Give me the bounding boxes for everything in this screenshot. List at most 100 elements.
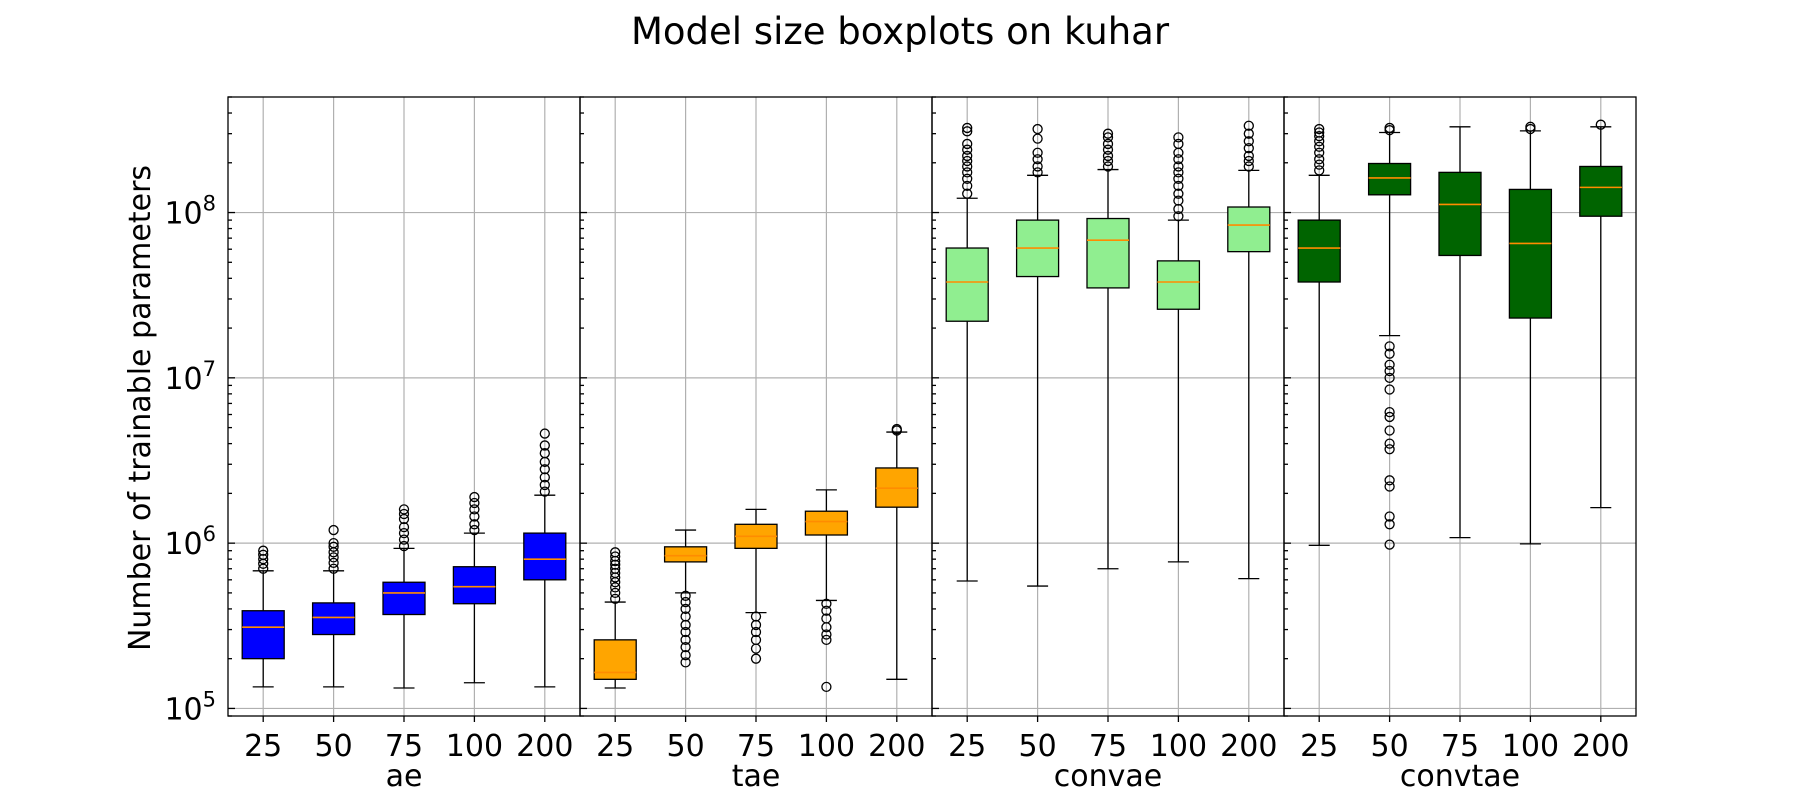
box-ae-50	[311, 524, 356, 688]
box-tae-100	[804, 489, 849, 693]
panel-label: convtae	[1400, 759, 1520, 794]
x-tick-label: 200	[516, 729, 573, 764]
x-tick-label: 50	[315, 729, 353, 764]
outlier-point	[610, 559, 621, 570]
outlier-point	[469, 504, 480, 515]
outlier-point	[962, 161, 973, 172]
y-tick-label: 105	[164, 687, 216, 727]
outlier-point	[1314, 154, 1325, 165]
box-body	[523, 532, 567, 581]
box-convae-100	[1156, 132, 1201, 563]
outlier-point	[821, 629, 832, 640]
outlier-point	[962, 126, 973, 137]
x-tick-label: 100	[1502, 729, 1559, 764]
outlier-point	[1173, 180, 1184, 192]
outlier-point	[1173, 195, 1184, 206]
x-tick-label: 200	[868, 729, 925, 764]
outlier-point	[1102, 132, 1114, 143]
outlier-point	[1314, 127, 1325, 138]
outlier-point	[821, 622, 832, 633]
outlier-point	[1384, 348, 1395, 359]
outlier-point	[962, 188, 973, 199]
outlier-point	[1173, 154, 1184, 165]
box-body	[382, 581, 426, 616]
outlier-point	[962, 138, 973, 150]
outlier-point	[1032, 167, 1043, 178]
outlier-point	[1032, 154, 1043, 165]
x-tick-label: 50	[1019, 729, 1057, 764]
outlier-point	[1525, 121, 1536, 132]
x-tick-label: 100	[446, 729, 503, 764]
box-body	[1227, 206, 1271, 253]
outlier-point	[821, 681, 832, 693]
box-convae-50	[1015, 123, 1060, 587]
outlier-point	[610, 582, 621, 593]
y-axis-label: Number of trainable parameters	[123, 165, 158, 651]
panel-convtae: 25 50 75 100 200 convtae	[1283, 96, 1637, 794]
outlier-point	[1032, 147, 1043, 158]
box-convtae-75	[1438, 126, 1482, 539]
outlier-point	[539, 464, 550, 475]
outlier-point	[821, 634, 832, 645]
outlier-point	[1314, 147, 1325, 158]
outlier-point	[1384, 359, 1395, 370]
outlier-point	[539, 448, 550, 459]
box-body	[452, 566, 497, 605]
box-body	[593, 639, 637, 680]
outlier-point	[680, 641, 691, 653]
panel-ae: 25 50 75 100 200 ae	[227, 96, 581, 794]
chart-title: Model size boxplots on kuhar	[631, 10, 1170, 53]
outlier-point	[1384, 365, 1395, 377]
y-tick-label: 107	[164, 357, 216, 397]
box-convtae-50	[1367, 122, 1412, 550]
outlier-point	[962, 167, 973, 178]
x-tick-label: 25	[948, 729, 986, 764]
outlier-point	[469, 491, 480, 503]
outlier-point	[1243, 136, 1254, 147]
outlier-point	[328, 537, 339, 549]
outlier-point	[328, 552, 339, 563]
outlier-point	[1102, 144, 1114, 155]
box-body	[311, 602, 356, 636]
x-tick-label: 25	[1300, 729, 1338, 764]
outlier-point	[469, 497, 480, 509]
x-tick-label: 200	[1572, 729, 1629, 764]
outlier-point	[1384, 425, 1395, 436]
outlier-point	[1102, 128, 1114, 139]
box-tae-50	[663, 529, 708, 668]
outlier-point	[398, 504, 410, 515]
outlier-point	[1102, 155, 1114, 167]
outlier-point	[1243, 155, 1254, 167]
outlier-point	[962, 150, 973, 162]
box-convae-25	[945, 122, 989, 582]
x-tick-label: 75	[1441, 729, 1479, 764]
box-tae-75	[734, 508, 778, 664]
box-convtae-100	[1508, 121, 1553, 545]
outlier-point	[1243, 150, 1254, 162]
x-tick-label: 75	[1089, 729, 1127, 764]
box-ae-75	[382, 504, 426, 689]
box-convtae-200	[1579, 119, 1623, 509]
x-tick-label: 25	[596, 729, 634, 764]
outlier-point	[469, 519, 480, 530]
outlier-point	[610, 547, 621, 558]
outlier-point	[1384, 438, 1395, 449]
outlier-point	[1102, 138, 1114, 150]
outlier-point	[962, 144, 973, 155]
outlier-point	[680, 596, 691, 608]
y-tick-label: 106	[164, 522, 216, 562]
outlier-point	[962, 122, 973, 134]
outlier-point	[539, 486, 550, 497]
outlier-point	[750, 653, 762, 664]
panel-label: convae	[1054, 759, 1162, 794]
panel-label: tae	[732, 759, 781, 794]
outlier-point	[750, 643, 762, 654]
panel-frame	[1283, 96, 1637, 717]
outlier-point	[680, 650, 691, 661]
outlier-point	[1384, 122, 1395, 134]
outlier-point	[1102, 161, 1114, 172]
outlier-point	[1173, 211, 1184, 222]
outlier-point	[1384, 341, 1395, 352]
outlier-point	[610, 593, 621, 605]
